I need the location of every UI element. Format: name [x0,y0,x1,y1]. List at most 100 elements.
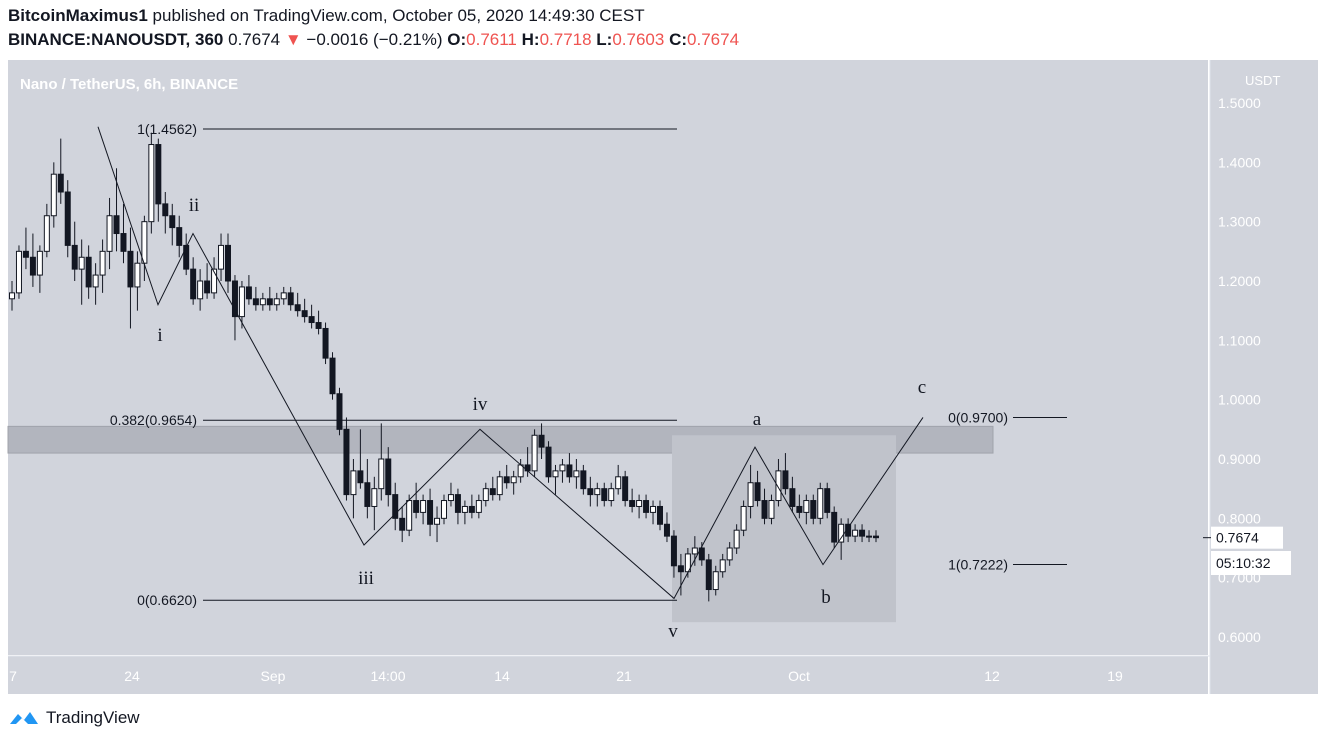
wave-label: iv [473,394,488,415]
candle-body [510,476,517,484]
author-name[interactable]: BitcoinMaximus1 [8,6,148,25]
price-tick-label: 1.2000 [1218,273,1261,289]
candle-body [670,535,677,567]
price-tick-label: 1.1000 [1218,332,1261,348]
candle-body [301,310,308,318]
wave-label: iii [358,568,374,589]
candle-body [357,470,364,484]
candle-body [85,256,92,288]
candle-body [392,494,399,519]
candle-body [78,256,85,270]
candle-body [413,500,420,513]
candle-body [322,327,329,359]
open-value: 0.7611 [466,30,517,49]
candle-body [350,470,357,496]
candle-body [489,488,496,496]
candle-body [482,488,489,502]
candle-body [364,482,371,507]
projection-box [672,435,896,623]
candle-body [169,215,176,229]
candle-body [594,488,601,496]
candle-body [9,292,15,300]
fib-level-label: 0(0.9700) [948,409,1008,425]
candle-body [127,250,134,288]
time-tick-label: 24 [124,668,140,684]
last-price-label: 0.7674 [1216,530,1259,546]
publish-text: published on TradingView.com, October 05… [152,6,645,25]
candle-body [775,470,782,502]
candle-body [726,547,733,561]
candle-body [496,476,503,496]
candle-body [852,529,859,537]
candle-body [531,434,538,472]
low-value: 0.7603 [612,30,665,49]
candle-body [441,500,447,519]
candle-body [43,215,50,252]
candle-body [747,482,754,507]
candle-body [782,470,789,490]
price-tick-label: 1.3000 [1218,214,1261,230]
chart-title: Nano / TetherUS, 6h, BINANCE [20,76,238,93]
price-tick-label: 1.0000 [1218,392,1261,408]
candle-body [64,191,71,246]
wave-label: ii [189,195,200,216]
candle-body [719,559,726,573]
brand-name: TradingView [46,708,140,727]
candle-body [190,268,197,300]
candle-body [162,203,169,217]
candle-body [615,476,622,490]
candle-body [420,500,427,513]
candle-body [287,292,294,306]
candle-body [252,298,259,306]
candle-body [308,316,315,324]
candle-body [580,470,587,490]
candle-body [197,280,204,300]
close-label: C: [669,30,688,49]
candle-body [712,571,719,591]
close-value: 0.7674 [687,30,740,49]
candle-body [36,250,43,276]
time-tick-label: 12 [984,668,1000,684]
candle-body [427,500,434,525]
time-tick-label: 19 [1107,668,1123,684]
time-tick-label: 7 [9,668,17,684]
candle-body [733,529,740,549]
candle-body [705,559,712,591]
candle-body [57,173,64,193]
price-tick-label: 1.5000 [1218,95,1261,111]
open-label: O: [447,30,467,49]
candle-body [740,505,747,531]
candle-body [789,488,796,507]
candle-body [22,250,29,258]
time-axis-background [8,656,1208,694]
candle-body [399,517,406,531]
candle-body [698,547,705,561]
candle-body [629,500,636,507]
candle-body [406,500,413,531]
candle-body [447,494,454,502]
wave-label: c [918,377,926,398]
time-tick-label: Sep [261,668,286,684]
fib-level-label: 1(1.4562) [137,121,197,137]
candle-body [99,250,106,276]
last-price-box [1211,526,1283,549]
symbol-line: BINANCE:NANOUSDT, 360 0.7674 ▼ −0.0016 (… [8,30,739,50]
candle-body [873,535,879,539]
candle-body [113,215,120,235]
candle-body [475,500,482,513]
candle-body [824,488,831,513]
fib-level-label: 0(0.6620) [137,592,197,608]
plot-background [8,60,1208,655]
candle-body [343,428,350,496]
candle-body [677,565,684,573]
candle-body [608,488,615,502]
candle-body [454,494,461,513]
candle-body [155,144,162,205]
candle-body [691,547,698,555]
countdown-box [1211,551,1291,575]
candle-body [134,262,141,288]
low-label: L: [596,30,613,49]
candle-body [245,286,252,300]
